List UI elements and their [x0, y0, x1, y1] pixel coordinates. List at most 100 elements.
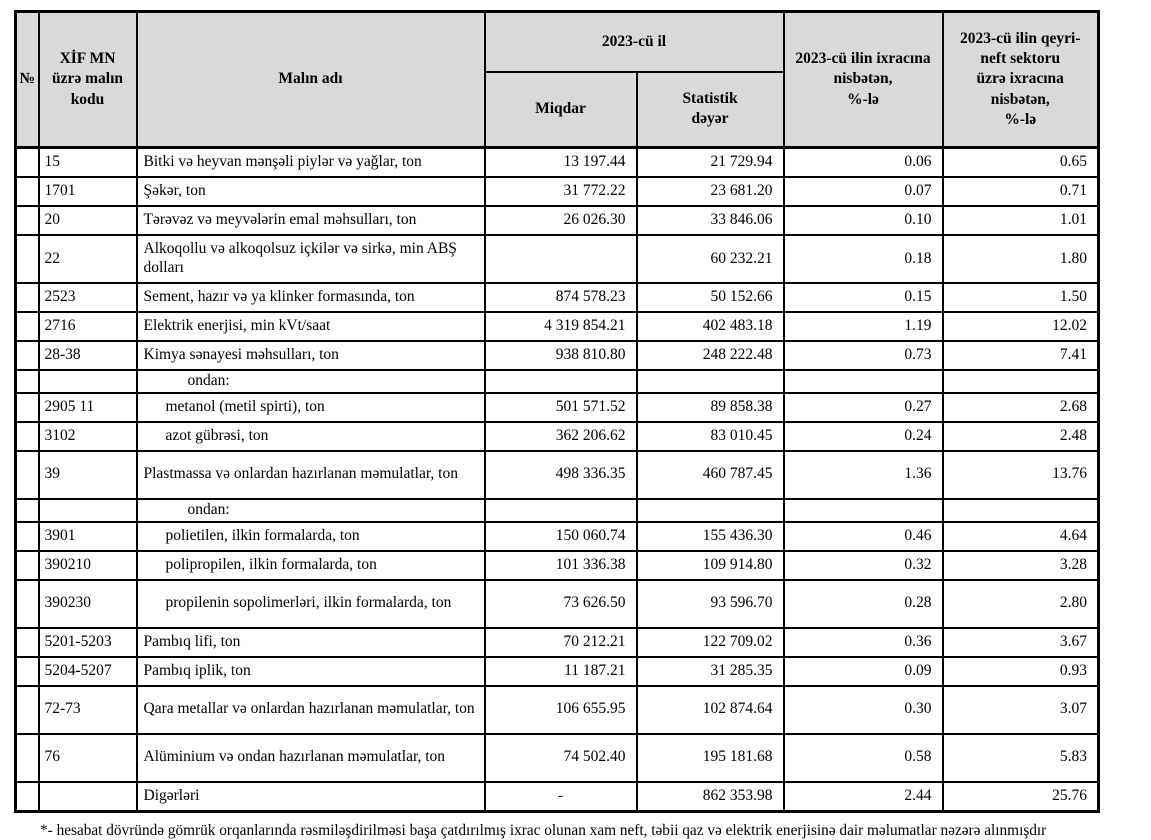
cell-pct-export [782, 369, 944, 394]
cell-pct-nonoil: 13.76 [941, 449, 1100, 500]
table-row: ondan: [14, 497, 1100, 523]
cell-row-number [14, 234, 40, 284]
header-pct-of-nonoil-export: 2023-cü ilin qeyri- neft sektoru üzrə ix… [941, 10, 1100, 149]
cell-code [37, 780, 138, 813]
cell-pct-nonoil: 0.71 [941, 176, 1100, 207]
cell-name: polietilen, ilkin formalarda, ton [135, 520, 486, 552]
cell-stat-value: 23 681.20 [635, 176, 785, 207]
cell-pct-nonoil: 3.67 [941, 626, 1100, 658]
cell-name: polipropilen, ilkin formalarda, ton [135, 549, 486, 581]
cell-pct-nonoil: 2.80 [941, 578, 1100, 629]
cell-pct-nonoil: 3.28 [941, 549, 1100, 581]
cell-name: Alüminium və ondan hazırlanan məmulatlar… [135, 732, 486, 783]
cell-pct-nonoil: 1.80 [941, 234, 1100, 284]
cell-row-number [14, 732, 40, 783]
cell-pct-export: 0.46 [782, 520, 944, 552]
cell-quantity: 106 655.95 [483, 684, 638, 735]
cell-pct-export: 0.15 [782, 282, 944, 313]
cell-pct-export: 0.18 [782, 234, 944, 284]
cell-quantity [483, 497, 638, 523]
cell-name: ondan: [135, 497, 486, 523]
cell-code [37, 369, 138, 394]
cell-stat-value: 109 914.80 [635, 549, 785, 581]
cell-pct-nonoil: 2.68 [941, 391, 1100, 423]
cell-stat-value: 21 729.94 [635, 146, 785, 178]
cell-name: Sement, hazır və ya klinker formasında, … [135, 282, 486, 313]
cell-pct-export: 0.58 [782, 732, 944, 783]
table-row: Digərləri -862 353.98 2.44 25.76 [14, 780, 1100, 813]
table-header: № XİF MN üzrə malın kodu Malın adı 2023-… [14, 10, 1100, 149]
cell-quantity: 4 319 854.21 [483, 311, 638, 342]
cell-quantity [483, 369, 638, 394]
table-row: 390210 polipropilen, ilkin formalarda, to… [14, 549, 1100, 581]
cell-row-number [14, 549, 40, 581]
cell-row-number [14, 311, 40, 342]
cell-quantity: 501 571.52 [483, 391, 638, 423]
header-row-top: № XİF MN üzrə malın kodu Malın adı 2023-… [14, 10, 1100, 149]
cell-pct-export: 0.10 [782, 205, 944, 236]
table-row: 2523 Sement, hazır və ya klinker formasın… [14, 282, 1100, 313]
cell-row-number [14, 520, 40, 552]
cell-stat-value: 122 709.02 [635, 626, 785, 658]
header-row-sub: Miqdar Statistik dəyər [16, 70, 1099, 149]
cell-stat-value: 402 483.18 [635, 311, 785, 342]
table-row: 390230 propilenin sopolimerləri, ilkin fo… [14, 578, 1100, 629]
cell-code: 15 [37, 146, 138, 178]
cell-quantity: 498 336.35 [483, 449, 638, 500]
cell-pct-nonoil: 0.93 [941, 655, 1100, 687]
cell-name: Elektrik enerjisi, min kVt/saat [135, 311, 486, 342]
cell-pct-nonoil: 12.02 [941, 311, 1100, 342]
cell-row-number [14, 282, 40, 313]
cell-code: 20 [37, 205, 138, 236]
cell-row-number [14, 391, 40, 423]
cell-pct-export: 0.06 [782, 146, 944, 178]
cell-pct-export: 0.32 [782, 549, 944, 581]
cell-name: Pambıq iplik, ton [135, 655, 486, 687]
footnote: *- hesabat dövründə gömrük orqanlarında … [40, 821, 1047, 839]
cell-code: 2905 11 [37, 391, 138, 423]
header-commodity-code: XİF MN üzrə malın kodu [37, 10, 138, 149]
cell-quantity: 101 336.38 [483, 549, 638, 581]
cell-name: Alkoqollu və alkoqolsuz içkilər və sirkə… [135, 234, 486, 284]
cell-quantity: 362 206.62 [483, 420, 638, 452]
header-row-number: № [14, 10, 40, 149]
table-row: 15 Bitki və heyvan mənşəli piylər və yağl… [14, 146, 1100, 178]
cell-stat-value: 195 181.68 [635, 732, 785, 783]
cell-code: 22 [37, 234, 138, 284]
cell-quantity: 31 772.22 [483, 176, 638, 207]
table-row: 39 Plastmassa və onlardan hazırlanan məmu… [14, 449, 1100, 500]
cell-code: 3102 [37, 420, 138, 452]
cell-stat-value: 50 152.66 [635, 282, 785, 313]
cell-code: 39 [37, 449, 138, 500]
cell-row-number [14, 369, 40, 394]
table-row: 1701 Şəkər, ton 31 772.22 23 681.20 0.07 0.71 [14, 176, 1100, 207]
cell-name: metanol (metil spirti), ton [135, 391, 486, 423]
cell-stat-value: 155 436.30 [635, 520, 785, 552]
cell-quantity: 74 502.40 [483, 732, 638, 783]
cell-stat-value [635, 497, 785, 523]
cell-name: ondan: [135, 369, 486, 394]
table-row: 76 Alüminium və ondan hazırlanan məmulatl… [14, 732, 1100, 783]
cell-name: Bitki və heyvan mənşəli piylər və yağlar… [135, 146, 486, 178]
table-row: 72-73 Qara metallar və onlardan hazırlana… [14, 684, 1100, 735]
cell-row-number [14, 340, 40, 371]
cell-name: Şəkər, ton [135, 176, 486, 207]
cell-stat-value: 31 285.35 [635, 655, 785, 687]
cell-quantity: 11 187.21 [483, 655, 638, 687]
cell-name: Qara metallar və onlardan hazırlanan məm… [135, 684, 486, 735]
table-row: 5201-5203 Pambıq lifi, ton 70 212.21 122 70… [14, 626, 1100, 658]
cell-pct-export: 0.24 [782, 420, 944, 452]
cell-pct-nonoil: 3.07 [941, 684, 1100, 735]
cell-pct-nonoil: 4.64 [941, 520, 1100, 552]
cell-stat-value: 89 858.38 [635, 391, 785, 423]
cell-code: 5201-5203 [37, 626, 138, 658]
cell-pct-nonoil: 1.01 [941, 205, 1100, 236]
cell-pct-export: 0.36 [782, 626, 944, 658]
cell-row-number [14, 205, 40, 236]
cell-pct-nonoil: 7.41 [941, 340, 1100, 371]
cell-row-number [14, 684, 40, 735]
cell-name: Tərəvəz və meyvələrin emal məhsulları, t… [135, 205, 486, 236]
cell-row-number [14, 655, 40, 687]
header-commodity-name: Malın adı [135, 10, 486, 149]
cell-name: Pambıq lifi, ton [135, 626, 486, 658]
